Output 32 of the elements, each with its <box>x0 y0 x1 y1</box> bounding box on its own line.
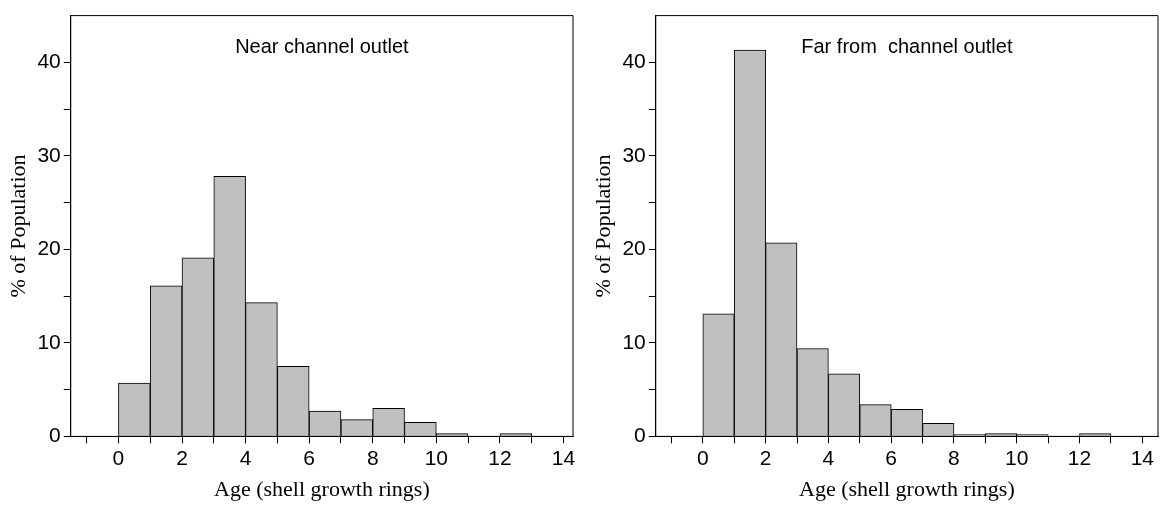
x-tick-label: 0 <box>112 445 125 469</box>
y-tick-label: 10 <box>622 329 646 353</box>
y-tick-label: 20 <box>622 236 646 260</box>
y-axis-title: % of Population <box>589 154 615 298</box>
x-tick-label: 12 <box>1067 445 1092 469</box>
x-tick-label: 10 <box>424 445 448 469</box>
y-tick-label: 30 <box>622 142 646 166</box>
y-tick-label: 40 <box>37 49 61 73</box>
y-tick-label: 0 <box>49 423 61 447</box>
x-tick-label: 4 <box>822 445 835 469</box>
x-tick-label: 2 <box>176 445 188 469</box>
y-tick-label: 40 <box>622 49 646 73</box>
y-tick-label: 0 <box>634 423 646 447</box>
x-tick-label: 0 <box>697 445 709 469</box>
text: Far from channel outlet <box>801 35 1013 58</box>
y-tick-label: 10 <box>37 329 61 353</box>
x-tick-label: 4 <box>239 445 252 469</box>
y-tick-label: 30 <box>37 142 61 166</box>
x-tick-label: 6 <box>885 445 898 469</box>
x-tick-label: 8 <box>948 445 960 469</box>
x-tick-label: 14 <box>1130 445 1155 469</box>
x-tick-label: 12 <box>488 445 512 469</box>
x-tick-label: 14 <box>551 445 576 469</box>
x-tick-label: 2 <box>759 445 772 469</box>
x-axis-title: Age (shell growth rings) <box>214 475 430 501</box>
x-axis-title: Age (shell growth rings) <box>799 475 1015 501</box>
x-tick-label: 8 <box>366 445 379 469</box>
x-tick-label: 6 <box>303 445 316 469</box>
y-tick-label: 20 <box>37 236 61 260</box>
text: Near channel outlet <box>235 35 410 58</box>
x-tick-label: 10 <box>1005 445 1029 469</box>
y-axis-title: % of Population <box>4 154 30 298</box>
